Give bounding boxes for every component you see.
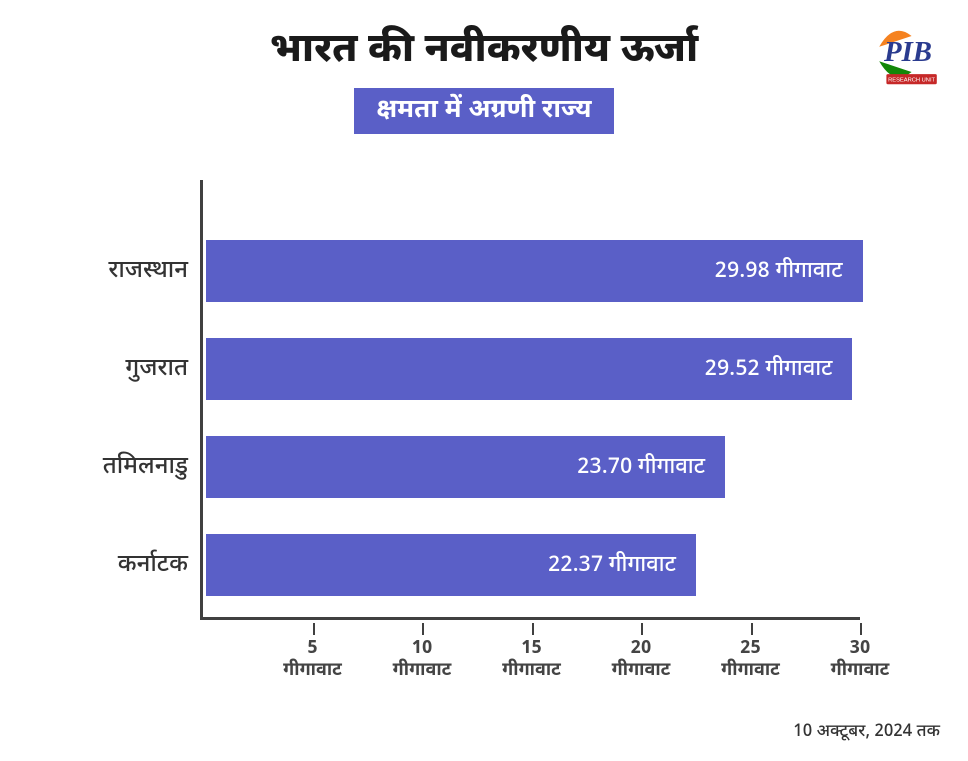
chart-area: राजस्थान29.98 गीगावाट गुजरात29.52 गीगावाट…	[200, 180, 890, 680]
bar-row: गुजरात29.52 गीगावाट	[206, 338, 852, 400]
bar-category-label: गुजरात	[125, 353, 188, 385]
bar: 29.52 गीगावाट	[206, 338, 852, 400]
chart-footnote: 10 अक्टूबर, 2024 तक	[793, 721, 940, 743]
chart-title: भारत की नवीकरणीय ऊर्जा	[0, 0, 968, 78]
pib-logo: PIB RESEARCH UNIT	[872, 18, 944, 90]
x-axis-tick-label: 10गीगावाट	[393, 639, 452, 682]
bar: 29.98 गीगावाट	[206, 240, 863, 302]
bar-category-label: कर्नाटक	[118, 549, 188, 581]
bar-category-label: राजस्थान	[108, 255, 188, 287]
svg-text:PIB: PIB	[883, 36, 932, 68]
bar-row: राजस्थान29.98 गीगावाट	[206, 240, 863, 302]
chart-plot: राजस्थान29.98 गीगावाट गुजरात29.52 गीगावाट…	[200, 180, 860, 620]
x-axis-tick-label: 25गीगावाट	[721, 639, 780, 682]
bar-row: तमिलनाडु23.70 गीगावाट	[206, 436, 725, 498]
x-axis-tick-label: 5गीगावाट	[283, 639, 342, 682]
bar-row: कर्नाटक22.37 गीगावाट	[206, 534, 696, 596]
bar: 22.37 गीगावाट	[206, 534, 696, 596]
chart-subtitle-wrap: क्षमता में अग्रणी राज्य	[0, 88, 968, 134]
x-axis-tick-label: 15गीगावाट	[502, 639, 561, 682]
chart-subtitle: क्षमता में अग्रणी राज्य	[354, 88, 613, 134]
bar-category-label: तमिलनाडु	[103, 451, 188, 483]
bar: 23.70 गीगावाट	[206, 436, 725, 498]
x-axis-tick-label: 30गीगावाट	[831, 639, 890, 682]
x-axis-tick-label: 20गीगावाट	[612, 639, 671, 682]
svg-text:RESEARCH UNIT: RESEARCH UNIT	[888, 77, 935, 83]
